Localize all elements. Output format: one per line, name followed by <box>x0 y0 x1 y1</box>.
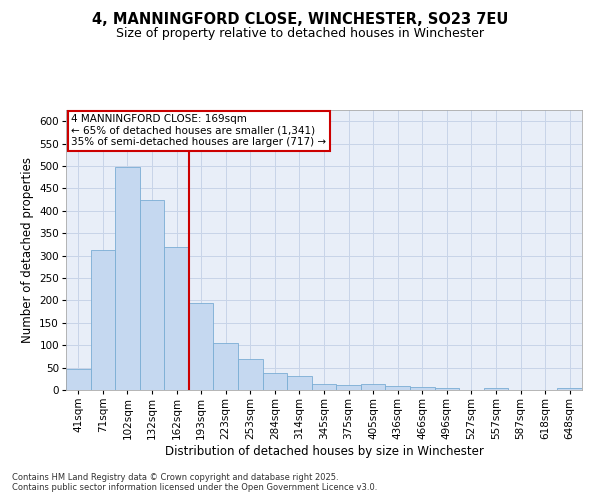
Bar <box>238 358 263 390</box>
Bar <box>287 376 312 390</box>
Bar <box>361 384 385 390</box>
Bar <box>312 384 336 390</box>
Bar <box>434 388 459 390</box>
Bar <box>484 388 508 390</box>
Bar <box>164 246 189 390</box>
X-axis label: Distribution of detached houses by size in Winchester: Distribution of detached houses by size … <box>164 444 484 458</box>
Bar <box>557 388 582 390</box>
Text: 4, MANNINGFORD CLOSE, WINCHESTER, SO23 7EU: 4, MANNINGFORD CLOSE, WINCHESTER, SO23 7… <box>92 12 508 28</box>
Y-axis label: Number of detached properties: Number of detached properties <box>21 157 34 343</box>
Bar <box>66 370 91 390</box>
Bar <box>214 343 238 390</box>
Bar <box>115 168 140 390</box>
Bar <box>410 388 434 390</box>
Bar <box>263 373 287 390</box>
Bar <box>189 302 214 390</box>
Text: Size of property relative to detached houses in Winchester: Size of property relative to detached ho… <box>116 28 484 40</box>
Text: Contains HM Land Registry data © Crown copyright and database right 2025.
Contai: Contains HM Land Registry data © Crown c… <box>12 473 377 492</box>
Text: 4 MANNINGFORD CLOSE: 169sqm
← 65% of detached houses are smaller (1,341)
35% of : 4 MANNINGFORD CLOSE: 169sqm ← 65% of det… <box>71 114 326 148</box>
Bar <box>91 250 115 390</box>
Bar <box>140 200 164 390</box>
Bar <box>385 386 410 390</box>
Bar <box>336 384 361 390</box>
